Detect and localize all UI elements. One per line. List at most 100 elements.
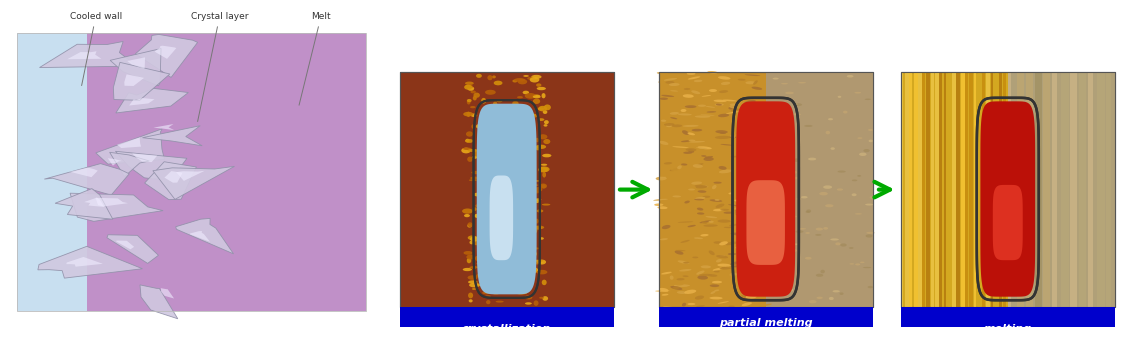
Ellipse shape [758, 183, 765, 184]
Ellipse shape [537, 87, 546, 90]
Text: Cooled wall: Cooled wall [70, 12, 122, 85]
Ellipse shape [468, 299, 473, 302]
Ellipse shape [745, 265, 756, 267]
Ellipse shape [654, 203, 663, 206]
Ellipse shape [731, 173, 741, 176]
Ellipse shape [709, 297, 723, 299]
FancyBboxPatch shape [1017, 72, 1024, 307]
Ellipse shape [483, 215, 488, 219]
Ellipse shape [731, 273, 738, 274]
Ellipse shape [731, 156, 742, 157]
Ellipse shape [792, 216, 797, 217]
Ellipse shape [734, 288, 743, 290]
Ellipse shape [709, 284, 720, 287]
Ellipse shape [699, 274, 712, 276]
Ellipse shape [692, 257, 698, 258]
Ellipse shape [513, 273, 525, 277]
Ellipse shape [521, 170, 531, 174]
Ellipse shape [479, 216, 486, 220]
Ellipse shape [697, 146, 712, 149]
Ellipse shape [677, 291, 687, 294]
Ellipse shape [467, 224, 472, 227]
Ellipse shape [543, 296, 548, 301]
Ellipse shape [465, 82, 474, 85]
FancyBboxPatch shape [1070, 72, 1076, 307]
Ellipse shape [697, 85, 709, 88]
Ellipse shape [838, 96, 841, 98]
Ellipse shape [492, 230, 499, 232]
Ellipse shape [677, 165, 681, 169]
Ellipse shape [672, 286, 680, 289]
Ellipse shape [481, 137, 486, 141]
Ellipse shape [486, 280, 495, 282]
Ellipse shape [715, 130, 727, 134]
Ellipse shape [679, 269, 691, 272]
Ellipse shape [699, 80, 708, 82]
Ellipse shape [866, 234, 873, 238]
Ellipse shape [476, 124, 481, 128]
Ellipse shape [662, 225, 670, 229]
Ellipse shape [734, 205, 742, 210]
Ellipse shape [715, 204, 724, 208]
Ellipse shape [682, 102, 688, 105]
Ellipse shape [658, 206, 668, 209]
Ellipse shape [488, 163, 498, 168]
Ellipse shape [524, 121, 528, 125]
Polygon shape [55, 188, 113, 219]
Ellipse shape [697, 163, 704, 166]
Ellipse shape [477, 185, 484, 191]
Ellipse shape [752, 239, 760, 243]
Ellipse shape [493, 212, 500, 218]
FancyBboxPatch shape [1053, 72, 1057, 307]
Ellipse shape [705, 106, 715, 108]
Ellipse shape [743, 132, 752, 136]
Ellipse shape [674, 189, 690, 192]
Ellipse shape [738, 232, 749, 234]
Ellipse shape [760, 107, 769, 110]
Ellipse shape [528, 243, 534, 248]
FancyBboxPatch shape [1088, 72, 1093, 307]
Ellipse shape [704, 157, 714, 161]
FancyBboxPatch shape [901, 307, 1115, 339]
Ellipse shape [485, 247, 493, 251]
Polygon shape [981, 101, 1035, 297]
Polygon shape [129, 98, 154, 105]
Ellipse shape [695, 199, 704, 200]
Ellipse shape [717, 301, 729, 304]
Ellipse shape [743, 299, 753, 302]
Ellipse shape [667, 124, 672, 127]
Ellipse shape [512, 158, 518, 160]
Ellipse shape [467, 222, 473, 227]
Ellipse shape [510, 123, 520, 126]
Ellipse shape [701, 95, 712, 97]
Ellipse shape [533, 247, 539, 250]
Ellipse shape [695, 115, 711, 118]
Ellipse shape [537, 270, 547, 274]
Ellipse shape [470, 106, 475, 108]
Ellipse shape [663, 78, 677, 81]
Ellipse shape [519, 269, 529, 274]
Ellipse shape [823, 185, 832, 189]
Ellipse shape [472, 288, 476, 290]
Ellipse shape [465, 139, 473, 143]
Ellipse shape [475, 204, 480, 207]
Ellipse shape [685, 201, 690, 203]
Ellipse shape [744, 286, 753, 289]
Ellipse shape [472, 156, 477, 159]
Ellipse shape [659, 79, 664, 83]
Ellipse shape [473, 96, 476, 100]
Ellipse shape [681, 140, 690, 142]
Ellipse shape [781, 83, 788, 84]
Ellipse shape [670, 276, 673, 280]
Ellipse shape [740, 126, 744, 128]
Ellipse shape [527, 77, 535, 80]
Polygon shape [176, 218, 233, 254]
Ellipse shape [479, 207, 483, 212]
Ellipse shape [816, 274, 823, 277]
Ellipse shape [868, 129, 873, 131]
Ellipse shape [497, 100, 502, 102]
FancyBboxPatch shape [939, 72, 942, 307]
Ellipse shape [696, 197, 705, 199]
Text: Melt: Melt [300, 12, 331, 105]
Ellipse shape [680, 109, 687, 112]
